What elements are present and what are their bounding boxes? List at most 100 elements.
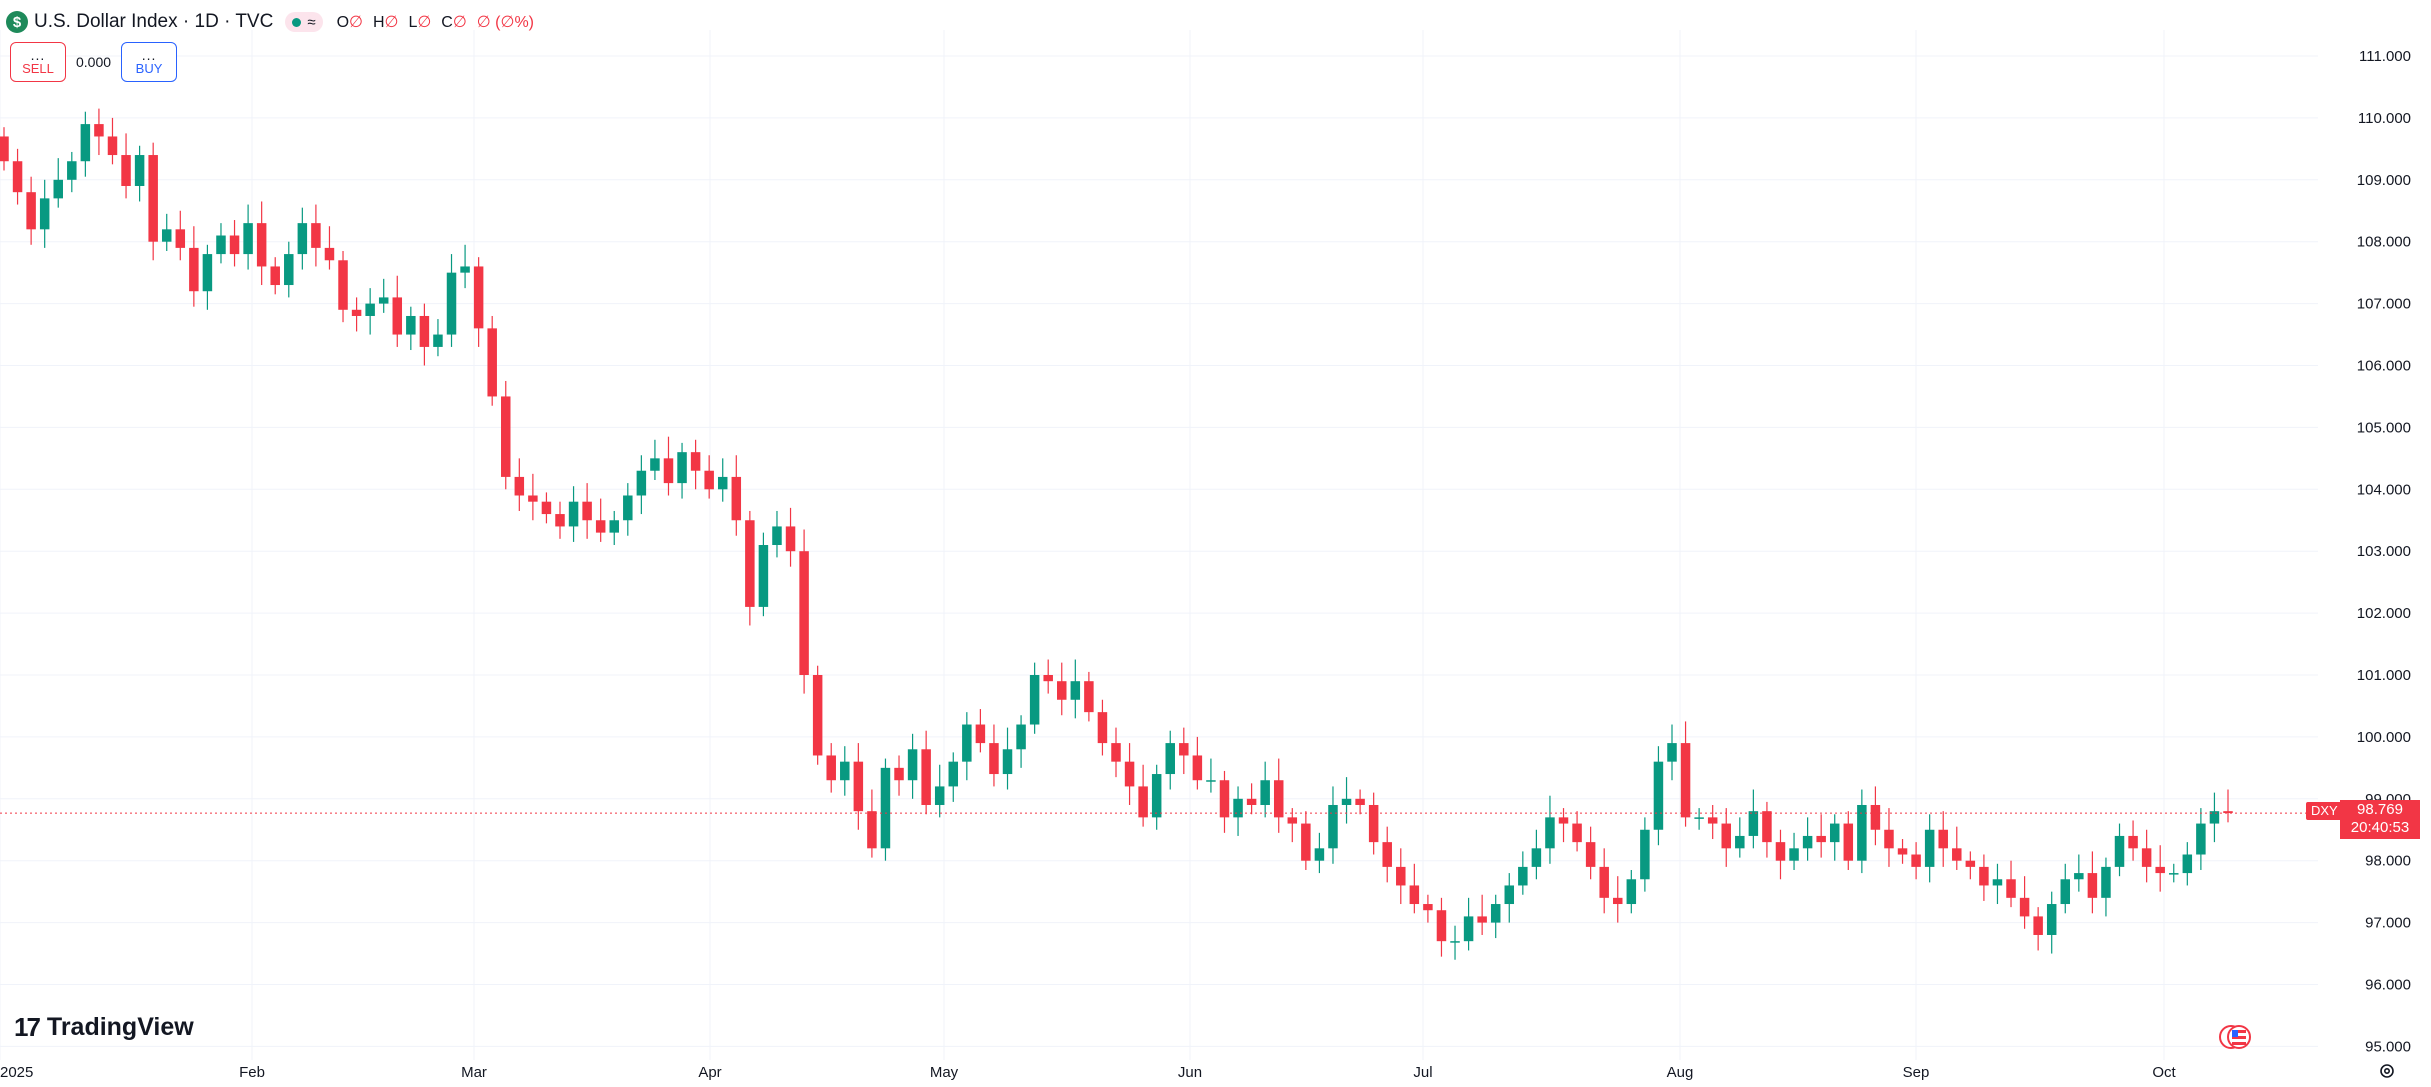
candle-body <box>1409 885 1420 905</box>
x-tick-label: May <box>930 1064 959 1081</box>
candle-body <box>229 235 240 255</box>
candle-body <box>1246 798 1257 805</box>
sell-button[interactable]: ... SELL <box>10 42 66 82</box>
y-tick-label: 98.000 <box>2365 853 2411 870</box>
market-status-badge[interactable]: ≈ <box>285 12 323 32</box>
trade-panel: ... SELL 0.000 ... BUY <box>10 42 178 82</box>
candle-body <box>1545 817 1555 849</box>
candle-body <box>2209 811 2220 824</box>
y-tick-label: 111.000 <box>2359 48 2411 65</box>
ohlc-close: C∅ <box>441 14 467 31</box>
candle-body <box>636 470 647 496</box>
candle-body <box>121 155 131 186</box>
candle-body <box>473 266 484 329</box>
tradingview-mark-icon: 17 <box>14 1012 41 1042</box>
candle-body <box>67 161 77 180</box>
candle-body <box>962 724 972 762</box>
candle-body <box>1463 916 1474 942</box>
candle-body <box>446 272 457 335</box>
candle-body <box>772 526 782 546</box>
bar-countdown: 20:40:53 <box>2350 819 2410 836</box>
candle-body <box>894 767 904 781</box>
candle-body <box>243 223 253 255</box>
candle-body <box>351 309 362 316</box>
candle-body <box>1423 904 1433 911</box>
candle-body <box>338 260 348 310</box>
settings-gear-icon[interactable] <box>2378 1062 2396 1080</box>
candle-body <box>1857 804 1867 861</box>
candle-body <box>1721 823 1731 849</box>
candle-body <box>202 254 213 292</box>
candle-body <box>1029 675 1040 725</box>
buy-button[interactable]: ... BUY <box>121 42 178 82</box>
last-price-value: 98.769 <box>2357 801 2403 818</box>
candle-body <box>677 452 687 484</box>
candle-body <box>1436 910 1447 942</box>
y-tick-label: 102.000 <box>2357 605 2411 622</box>
candle-body <box>1558 817 1569 824</box>
candle-body <box>1653 761 1664 830</box>
candle-body <box>311 223 321 248</box>
candle-body <box>1884 829 1894 849</box>
ohlc-high: H∅ <box>372 14 399 31</box>
candle-body <box>1870 804 1881 830</box>
candle-body <box>1328 804 1338 849</box>
candle-body <box>1897 848 1908 855</box>
candle-body <box>1599 866 1609 898</box>
candle-body <box>880 767 891 849</box>
y-tick-label: 100.000 <box>2357 729 2411 746</box>
y-tick-label: 95.000 <box>2365 1038 2411 1055</box>
y-tick-label: 108.000 <box>2357 234 2411 251</box>
x-tick-label: Aug <box>1667 1064 1694 1081</box>
us-flag-icon[interactable] <box>2218 1024 2252 1050</box>
candle-body <box>1382 842 1392 867</box>
candle-body <box>460 266 470 273</box>
status-wave-icon: ≈ <box>307 13 316 31</box>
x-tick-label: Jun <box>1178 1064 1202 1081</box>
candle-body <box>419 315 430 347</box>
candle-body <box>1165 743 1175 775</box>
candle-body <box>595 520 606 533</box>
dollar-icon: $ <box>6 11 28 33</box>
candle-body <box>582 501 592 521</box>
symbol-title[interactable]: U.S. Dollar Index · 1D · TVC <box>34 11 274 32</box>
candle-body <box>1518 866 1528 886</box>
candle-body <box>365 303 375 316</box>
candle-body <box>433 334 443 347</box>
candle-body <box>1368 804 1379 843</box>
candle-body <box>1287 817 1298 824</box>
tradingview-logo[interactable]: 17 TradingView <box>14 1012 194 1043</box>
candle-body <box>541 501 552 515</box>
candle-body <box>1816 835 1826 843</box>
candle-body <box>555 514 565 527</box>
candle-body <box>1531 848 1542 867</box>
candle-body <box>623 495 633 521</box>
candle-body <box>2033 916 2043 935</box>
candle-body <box>12 161 23 193</box>
y-tick-label: 106.000 <box>2357 358 2411 375</box>
candle-body <box>1829 823 1840 843</box>
candle-body <box>1802 835 1813 849</box>
candle-body <box>948 761 959 787</box>
candle-body <box>1748 811 1759 836</box>
candle-body <box>1057 681 1067 700</box>
y-tick-label: 96.000 <box>2365 977 2411 994</box>
candle-body <box>406 315 416 335</box>
x-tick-label: Jul <box>1413 1064 1432 1081</box>
candle-body <box>663 458 674 484</box>
candle-body <box>1138 786 1148 818</box>
candle-body <box>392 297 403 335</box>
candle-body <box>1355 798 1365 805</box>
candle-body <box>785 526 796 552</box>
candle-body <box>1450 941 1460 943</box>
y-tick-label: 109.000 <box>2357 172 2411 189</box>
candle-body <box>297 223 308 255</box>
candle-body <box>1124 761 1135 787</box>
ohlc-change: ∅ (∅%) <box>476 14 534 31</box>
candle-body <box>731 476 742 521</box>
candle-body <box>1179 743 1189 756</box>
candle-body <box>501 396 511 477</box>
ohlc-open: O∅ <box>336 14 363 31</box>
candle-body <box>799 551 809 675</box>
